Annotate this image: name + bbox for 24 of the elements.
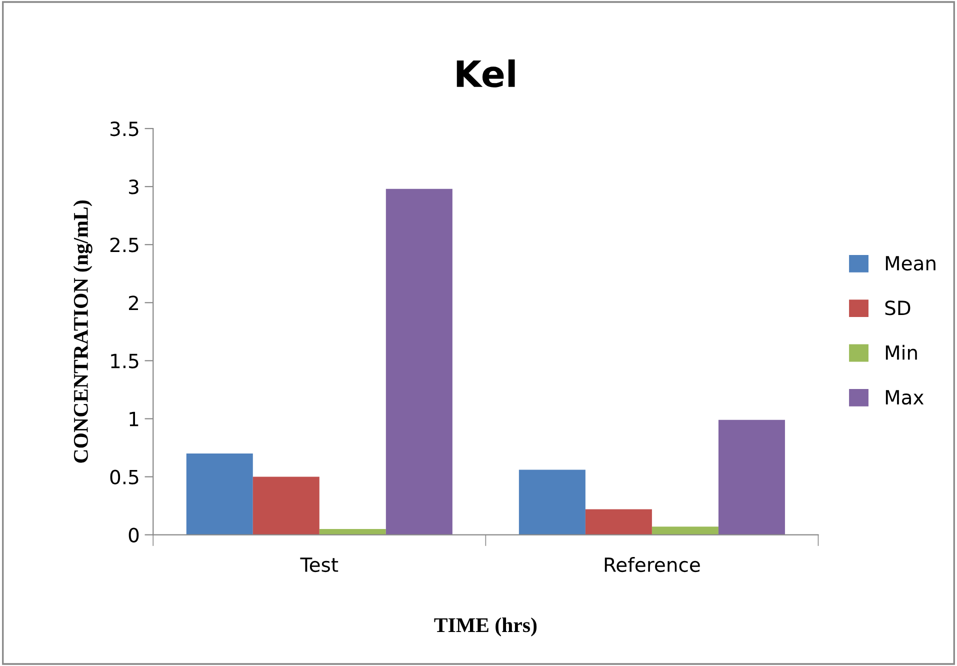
y-tick-label: 0.5 — [110, 470, 138, 484]
y-tick-label: 2.5 — [110, 238, 138, 252]
y-tick-label: 0 — [128, 528, 139, 542]
y-tick-label: 3 — [129, 180, 138, 194]
bar — [186, 454, 253, 535]
bar — [585, 509, 652, 535]
legend-label: Max — [886, 390, 924, 405]
legend-label: Min — [886, 344, 917, 360]
y-tick-label: 1.5 — [111, 354, 138, 368]
chart-title: Kel — [456, 59, 515, 88]
bar — [252, 476, 320, 535]
y-tick-label: 1 — [130, 412, 138, 426]
x-tick-label: Test — [300, 558, 338, 572]
x-axis-title: TIME (hrs) — [434, 618, 537, 636]
x-tick-label: Reference — [604, 557, 700, 572]
y-tick-label: 2 — [128, 296, 138, 310]
y-tick-label: 3.5 — [110, 121, 138, 136]
bar — [652, 526, 718, 535]
bar — [718, 420, 785, 535]
bar — [518, 470, 586, 535]
bar — [386, 188, 452, 535]
legend-label: Mean — [886, 256, 936, 271]
y-axis-title: CONCENTRATION (ng/mL) — [73, 200, 92, 463]
legend-label: SD — [885, 300, 910, 316]
